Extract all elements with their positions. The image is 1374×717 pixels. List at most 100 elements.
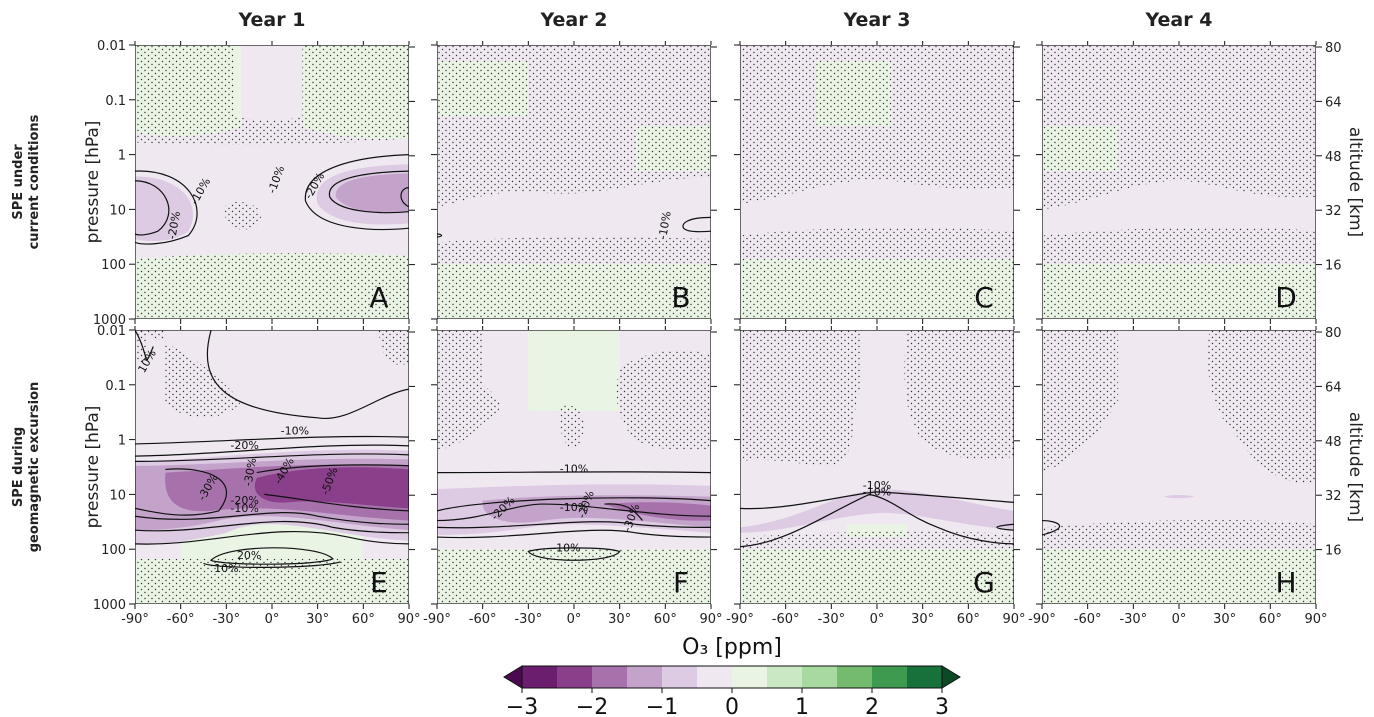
colorbar-label: O₃ [ppm] [682,635,782,660]
contour-line [210,547,334,565]
y2-tick-label: 80 [1325,326,1342,341]
contour-label: -10% [230,502,258,515]
colorbar-bin [872,666,908,688]
column-title: Year 1 [238,9,306,31]
x-tick-label: 30° [306,612,329,627]
y-tick-label: 1000 [93,313,126,328]
contour-label: -10% [552,541,580,554]
contour-line [437,471,711,474]
positive-anomaly-region [528,330,620,411]
significance-stipple [437,236,711,319]
contour-label: -20% [230,494,258,507]
colorbar-bin [627,666,663,688]
colorbar-extend-max [941,665,961,689]
panel-letter: A [369,281,388,314]
panel-E: 10%-10%-20%-30% -30% -40% -50%-20%-10%20%10… [93,324,421,627]
significance-stipple [135,558,409,604]
row-label: geomagnetic excursion [27,382,42,553]
significance-stipple [224,201,261,230]
significance-stipple [740,227,1014,319]
significance-stipple [437,549,711,604]
panel-letter: F [673,566,689,599]
significance-stipple [558,405,584,448]
x-tick-label: 30° [608,612,631,627]
significance-stipple [740,330,862,466]
x-tick-label: -60° [772,612,800,627]
panel-C: C [734,41,1020,324]
contour-line [400,186,409,208]
contour-line [527,547,621,561]
contour-line [203,561,341,568]
significance-stipple [135,330,242,418]
panel-letter: B [671,281,690,314]
significance-stipple [1042,45,1316,210]
contour-label: -10% [560,463,588,476]
y-tick-label: 100 [101,258,126,273]
x-tick-label: 90° [699,612,722,627]
significance-stipple [740,45,1014,205]
contour-line [135,180,170,236]
contour-line [740,491,1014,510]
significance-stipple [904,330,1014,460]
column-title: Year 4 [1145,9,1213,31]
x-tick-label: 90° [1304,612,1327,627]
panel-G: -10%-10% G -90° -60° -30° 0° 30° 60° 90° [726,326,1026,627]
contour-label: 20% [237,549,261,562]
colorbar-tick-label: −3 [506,695,538,717]
panel-letter: H [1275,566,1296,599]
contour-line [437,529,711,539]
x-tick-label: 0° [870,612,885,627]
x-tick-label: -60° [1074,612,1102,627]
significance-stipple [437,45,711,207]
y2-tick-label: 32 [1325,489,1342,504]
x-tick-label: -90° [1028,612,1056,627]
panel-letter: D [1275,281,1297,314]
y-tick-label: 0.1 [105,94,126,109]
y-tick-label: 100 [101,543,126,558]
colorbar-bin [662,666,698,688]
contour-line [996,523,1014,531]
x-tick-label: 0° [567,612,582,627]
x-tick-label: 0° [265,612,280,627]
significance-stipple [1042,519,1316,604]
contour-label: -10% [281,424,309,437]
x-tick-label: -30° [817,612,845,627]
y-tick-label: 10 [109,488,126,503]
column-title: Year 3 [843,9,911,31]
colorbar-bin [697,666,733,688]
contour-label: 10% [214,562,238,575]
contour-line [304,154,409,231]
x-tick-label: 60° [957,612,980,627]
contour-line [604,503,643,521]
contour-line [135,170,198,245]
x-tick-label: -60° [469,612,497,627]
colorbar-tick-label: −1 [646,695,678,717]
contour-line [135,330,154,361]
panel-F: -10%-20% -10%-20% -30%-10%F-90° -60° -30° 0° 3… [423,326,723,627]
x-tick-label: 90° [397,612,420,627]
anomaly-band [135,176,193,242]
x-tick-label: 0° [1172,612,1187,627]
panel-letter: G [973,566,995,599]
colorbar-bin [592,666,628,688]
significance-stipple [1042,330,1119,473]
x-tick-label: -90° [423,612,451,627]
significance-stipple [1207,330,1316,484]
contour-line [135,444,409,457]
colorbar-bin [557,666,593,688]
contour-line [1042,519,1060,536]
contour-line [135,453,409,463]
anomaly-band [740,489,1014,533]
contour-line [437,497,711,512]
y-tick-label: 1 [118,149,126,164]
significance-stipple [135,45,409,145]
y-tick-label: 10 [109,203,126,218]
contour-line [740,493,1014,548]
panel-letter: C [974,281,994,314]
y-axis-label: pressure [hPa] [83,121,103,244]
contour-line [437,233,443,238]
y2-tick-label: 32 [1325,204,1342,219]
contour-label: -20% [230,439,258,452]
y-tick-label: 0.01 [97,324,126,339]
significance-stipple [378,330,409,365]
